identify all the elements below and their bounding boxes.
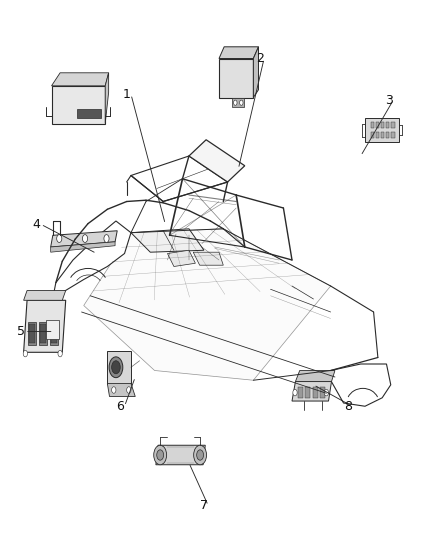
Polygon shape bbox=[84, 229, 331, 380]
Text: 8: 8 bbox=[344, 400, 352, 413]
Circle shape bbox=[233, 100, 237, 106]
Bar bbox=[386, 122, 389, 128]
Bar bbox=[386, 132, 389, 139]
Bar bbox=[391, 132, 395, 139]
Circle shape bbox=[324, 389, 328, 396]
Bar bbox=[50, 322, 58, 344]
Polygon shape bbox=[219, 59, 253, 98]
Bar bbox=[40, 324, 46, 343]
Text: 2: 2 bbox=[256, 52, 264, 65]
Bar bbox=[52, 86, 105, 124]
Bar bbox=[313, 387, 318, 398]
Bar bbox=[371, 132, 374, 139]
Bar bbox=[107, 351, 131, 384]
Polygon shape bbox=[107, 384, 135, 397]
Bar bbox=[51, 324, 57, 343]
Text: 1: 1 bbox=[123, 88, 131, 101]
Polygon shape bbox=[54, 221, 131, 294]
Circle shape bbox=[112, 361, 120, 374]
Polygon shape bbox=[189, 140, 245, 182]
Circle shape bbox=[157, 450, 164, 460]
Circle shape bbox=[293, 389, 297, 396]
Bar bbox=[39, 322, 47, 344]
Text: 4: 4 bbox=[32, 218, 40, 231]
Bar bbox=[381, 132, 384, 139]
Polygon shape bbox=[331, 364, 391, 406]
Polygon shape bbox=[167, 251, 195, 266]
Bar bbox=[391, 122, 395, 128]
Bar bbox=[305, 387, 311, 398]
Circle shape bbox=[112, 387, 116, 393]
Circle shape bbox=[194, 445, 207, 465]
Polygon shape bbox=[131, 156, 228, 201]
Polygon shape bbox=[296, 370, 335, 382]
Text: 6: 6 bbox=[117, 400, 124, 413]
Circle shape bbox=[57, 235, 62, 243]
Polygon shape bbox=[156, 445, 205, 465]
Polygon shape bbox=[105, 73, 109, 124]
Bar bbox=[371, 122, 374, 128]
Polygon shape bbox=[292, 382, 332, 401]
Circle shape bbox=[82, 235, 88, 243]
Polygon shape bbox=[193, 252, 223, 265]
Bar bbox=[376, 122, 379, 128]
Circle shape bbox=[154, 445, 166, 465]
Polygon shape bbox=[24, 290, 66, 300]
Polygon shape bbox=[52, 73, 109, 86]
Bar bbox=[46, 320, 59, 340]
Bar bbox=[77, 109, 101, 118]
Polygon shape bbox=[253, 47, 258, 98]
Polygon shape bbox=[232, 98, 244, 107]
Circle shape bbox=[58, 350, 62, 357]
Polygon shape bbox=[131, 229, 204, 252]
Bar bbox=[29, 324, 35, 343]
Circle shape bbox=[23, 350, 28, 357]
Bar bbox=[28, 322, 35, 344]
Circle shape bbox=[104, 235, 109, 243]
Circle shape bbox=[197, 450, 204, 460]
Bar bbox=[376, 132, 379, 139]
Polygon shape bbox=[51, 231, 117, 247]
Polygon shape bbox=[365, 118, 399, 142]
Text: 5: 5 bbox=[17, 325, 25, 338]
Text: 7: 7 bbox=[200, 499, 208, 512]
Bar bbox=[298, 387, 303, 398]
Circle shape bbox=[240, 100, 243, 106]
Circle shape bbox=[109, 357, 123, 378]
Circle shape bbox=[127, 387, 131, 393]
Polygon shape bbox=[219, 47, 258, 59]
Polygon shape bbox=[24, 300, 66, 352]
Polygon shape bbox=[51, 242, 115, 252]
Text: 3: 3 bbox=[385, 94, 392, 107]
Bar bbox=[320, 387, 325, 398]
Bar bbox=[381, 122, 384, 128]
